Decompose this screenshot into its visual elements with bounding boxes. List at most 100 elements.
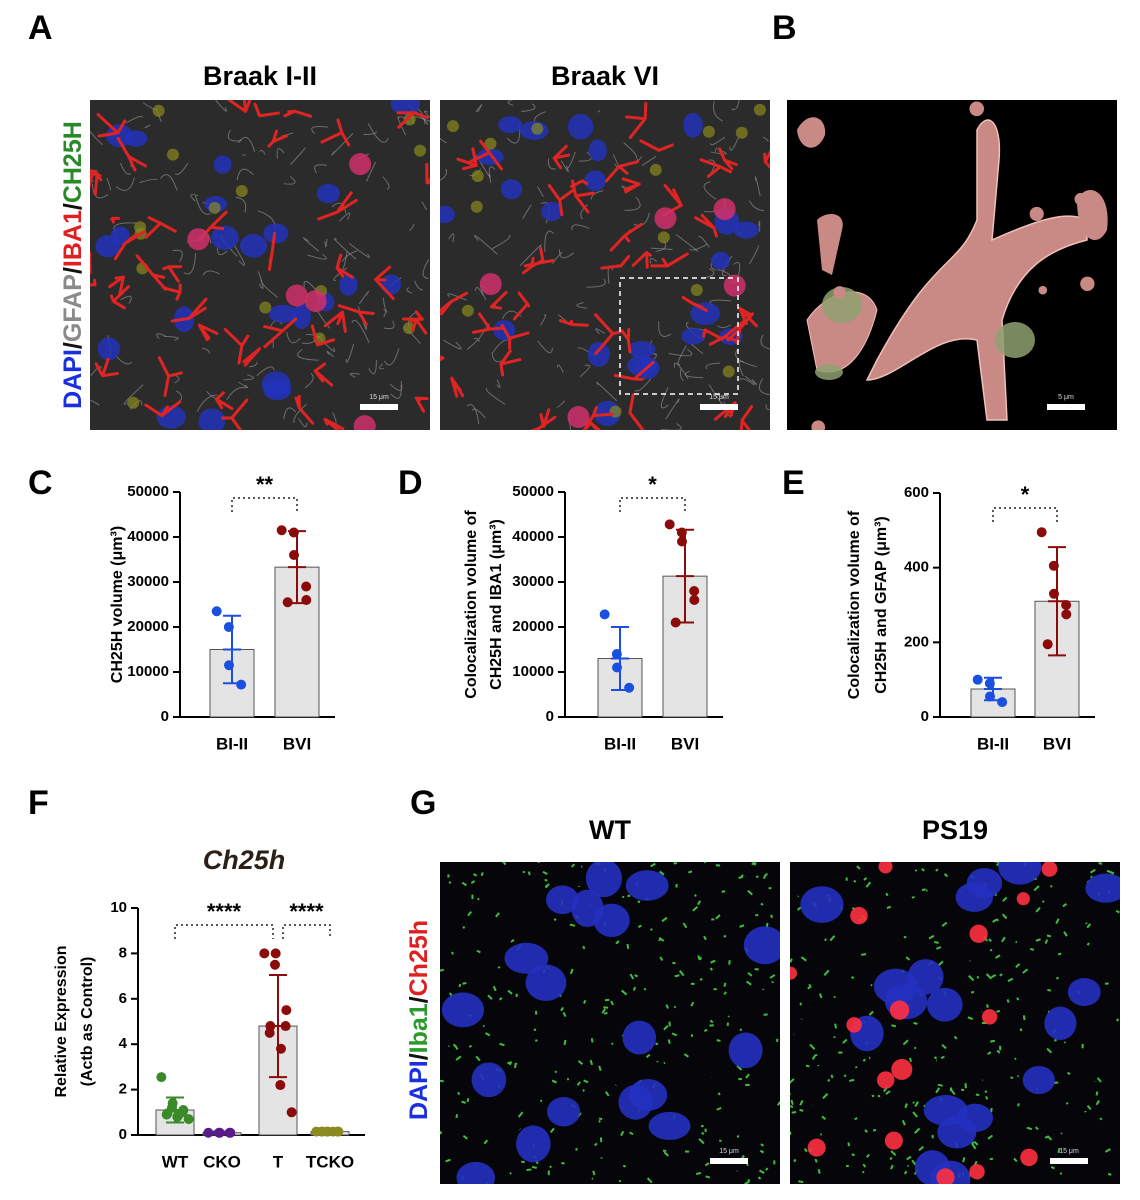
data-point <box>172 1111 183 1122</box>
process <box>985 1095 989 1100</box>
texture <box>797 101 1108 430</box>
process <box>941 921 948 927</box>
microglia <box>763 149 770 169</box>
process <box>650 928 653 931</box>
fiber <box>421 201 427 211</box>
fiber <box>474 235 498 255</box>
microglia <box>226 100 252 113</box>
fiber <box>733 261 741 278</box>
process <box>576 1081 581 1086</box>
nucleus <box>907 959 944 995</box>
y-tick-label: 200 <box>904 633 929 650</box>
significance-bracket <box>231 497 298 512</box>
microglia <box>609 222 643 252</box>
process <box>461 1100 467 1104</box>
fiber <box>713 101 723 122</box>
y-tick-label: 50000 <box>512 483 554 500</box>
process <box>738 875 744 879</box>
process <box>758 1169 765 1175</box>
process <box>877 1094 881 1098</box>
stain-label: DAPI/GFAP/IBA1/CH25H <box>59 121 87 409</box>
process <box>823 969 830 976</box>
nucleus <box>683 112 703 138</box>
fiber <box>194 195 211 215</box>
texture <box>790 862 1120 1184</box>
microglia <box>600 254 631 270</box>
colocalization <box>815 364 843 380</box>
fiber <box>201 347 210 354</box>
fiber <box>339 212 351 222</box>
process <box>1067 1071 1071 1075</box>
microglia <box>90 171 103 196</box>
fiber <box>326 350 335 358</box>
panel-label: A <box>28 9 53 47</box>
nucleus <box>681 327 706 345</box>
process <box>747 971 753 977</box>
microglia <box>620 328 632 354</box>
process <box>526 1168 532 1172</box>
ch25h-signal <box>969 1163 985 1180</box>
nucleus <box>292 303 311 330</box>
y-tick-label: 20000 <box>512 618 554 635</box>
significance-bracket <box>619 497 686 512</box>
microglia <box>267 129 289 148</box>
process <box>1104 1148 1111 1153</box>
microglia <box>456 147 478 171</box>
fiber <box>754 176 761 196</box>
process <box>710 959 716 964</box>
fiber <box>183 253 197 275</box>
fiber <box>649 258 658 264</box>
process <box>790 1099 794 1106</box>
fiber <box>595 328 606 335</box>
process <box>1115 909 1120 914</box>
process <box>461 881 467 887</box>
process <box>968 974 975 982</box>
process <box>1055 918 1060 925</box>
process <box>1001 913 1008 920</box>
process <box>1044 939 1049 945</box>
fragment <box>1080 276 1095 291</box>
process <box>582 945 586 950</box>
process <box>665 1004 669 1009</box>
process <box>682 922 688 929</box>
ch25h-signal <box>850 906 868 925</box>
data-point <box>259 948 270 959</box>
stain-part: / <box>59 203 87 210</box>
microglia <box>402 310 424 321</box>
fiber <box>235 196 247 213</box>
process <box>798 1180 804 1184</box>
process <box>851 1153 856 1157</box>
process <box>990 1107 993 1113</box>
process <box>864 1129 868 1133</box>
process <box>913 1046 917 1050</box>
process <box>440 968 444 972</box>
process <box>598 1065 602 1072</box>
process <box>507 989 513 995</box>
y-axis-label: Relative Expression <box>53 945 70 1097</box>
y-axis-label: (Actb as Control) <box>79 957 96 1087</box>
fiber <box>236 168 254 181</box>
fiber <box>552 251 563 264</box>
process <box>1029 947 1035 951</box>
process <box>863 877 868 881</box>
process <box>762 873 767 880</box>
fiber <box>679 368 684 382</box>
process <box>995 954 1001 959</box>
process <box>814 1158 818 1163</box>
nucleus <box>584 170 606 192</box>
process <box>457 1091 461 1096</box>
microglia <box>625 101 648 140</box>
process <box>531 1165 537 1170</box>
process <box>905 956 911 961</box>
process <box>739 1028 743 1032</box>
x-tick-label: BI-II <box>977 734 1009 753</box>
process <box>643 987 647 991</box>
data-point <box>1061 609 1072 620</box>
fiber <box>578 151 592 162</box>
process <box>563 1039 567 1046</box>
process <box>759 1149 765 1154</box>
microglia <box>242 347 261 367</box>
process <box>1050 1165 1055 1170</box>
microglia <box>631 251 652 269</box>
